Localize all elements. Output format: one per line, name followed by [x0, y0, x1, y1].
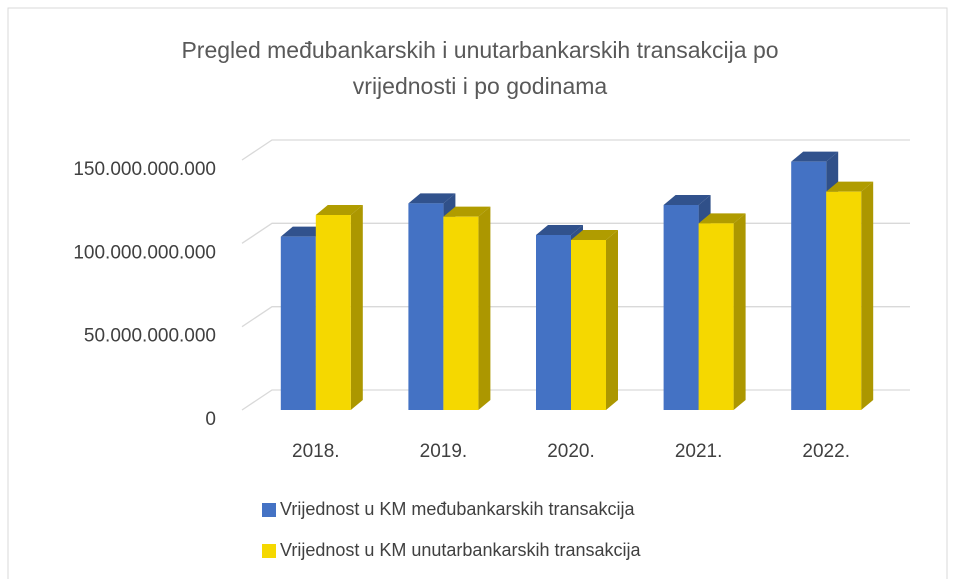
legend-label: Vrijednost u KM međubankarskih transakci… [280, 499, 635, 519]
bar-side [478, 206, 491, 410]
bar [571, 240, 606, 410]
bar [663, 205, 699, 410]
legend-label: Vrijednost u KM unutarbankarskih transak… [280, 540, 641, 560]
y-tick-label: 0 [205, 409, 216, 430]
bar-top [536, 225, 583, 235]
bar-top [408, 193, 456, 204]
x-tick-label: 2022. [802, 441, 850, 462]
legend-swatch [262, 544, 276, 558]
bar-top [315, 205, 363, 215]
bar [443, 216, 479, 410]
bar-top [826, 181, 874, 192]
chart-title: vrijednosti i po godinama [353, 73, 608, 99]
bar [408, 203, 444, 410]
x-tick-label: 2020. [547, 441, 595, 462]
chart-title: Pregled međubankarskih i unutarbankarski… [181, 37, 778, 63]
bar-side [350, 205, 363, 410]
legend-swatch [262, 503, 276, 517]
bar-side [606, 230, 618, 410]
bar [315, 215, 351, 410]
bar-top [698, 213, 746, 224]
bar-top [791, 151, 839, 162]
bar-top [571, 230, 618, 240]
bar-top [663, 195, 711, 205]
y-tick-label: 150.000.000.000 [73, 159, 216, 180]
bar [826, 191, 862, 410]
bar [791, 161, 827, 410]
bar [280, 236, 316, 410]
bar-top [443, 206, 491, 217]
bar-side [733, 213, 746, 410]
x-tick-label: 2021. [675, 441, 723, 462]
bar-side [861, 181, 874, 410]
x-tick-label: 2019. [420, 441, 468, 462]
bar [698, 223, 734, 410]
y-tick-label: 100.000.000.000 [73, 242, 216, 263]
y-tick-label: 50.000.000.000 [84, 326, 216, 347]
bar [536, 235, 571, 410]
x-tick-label: 2018. [292, 441, 340, 462]
grid-line [241, 139, 910, 161]
